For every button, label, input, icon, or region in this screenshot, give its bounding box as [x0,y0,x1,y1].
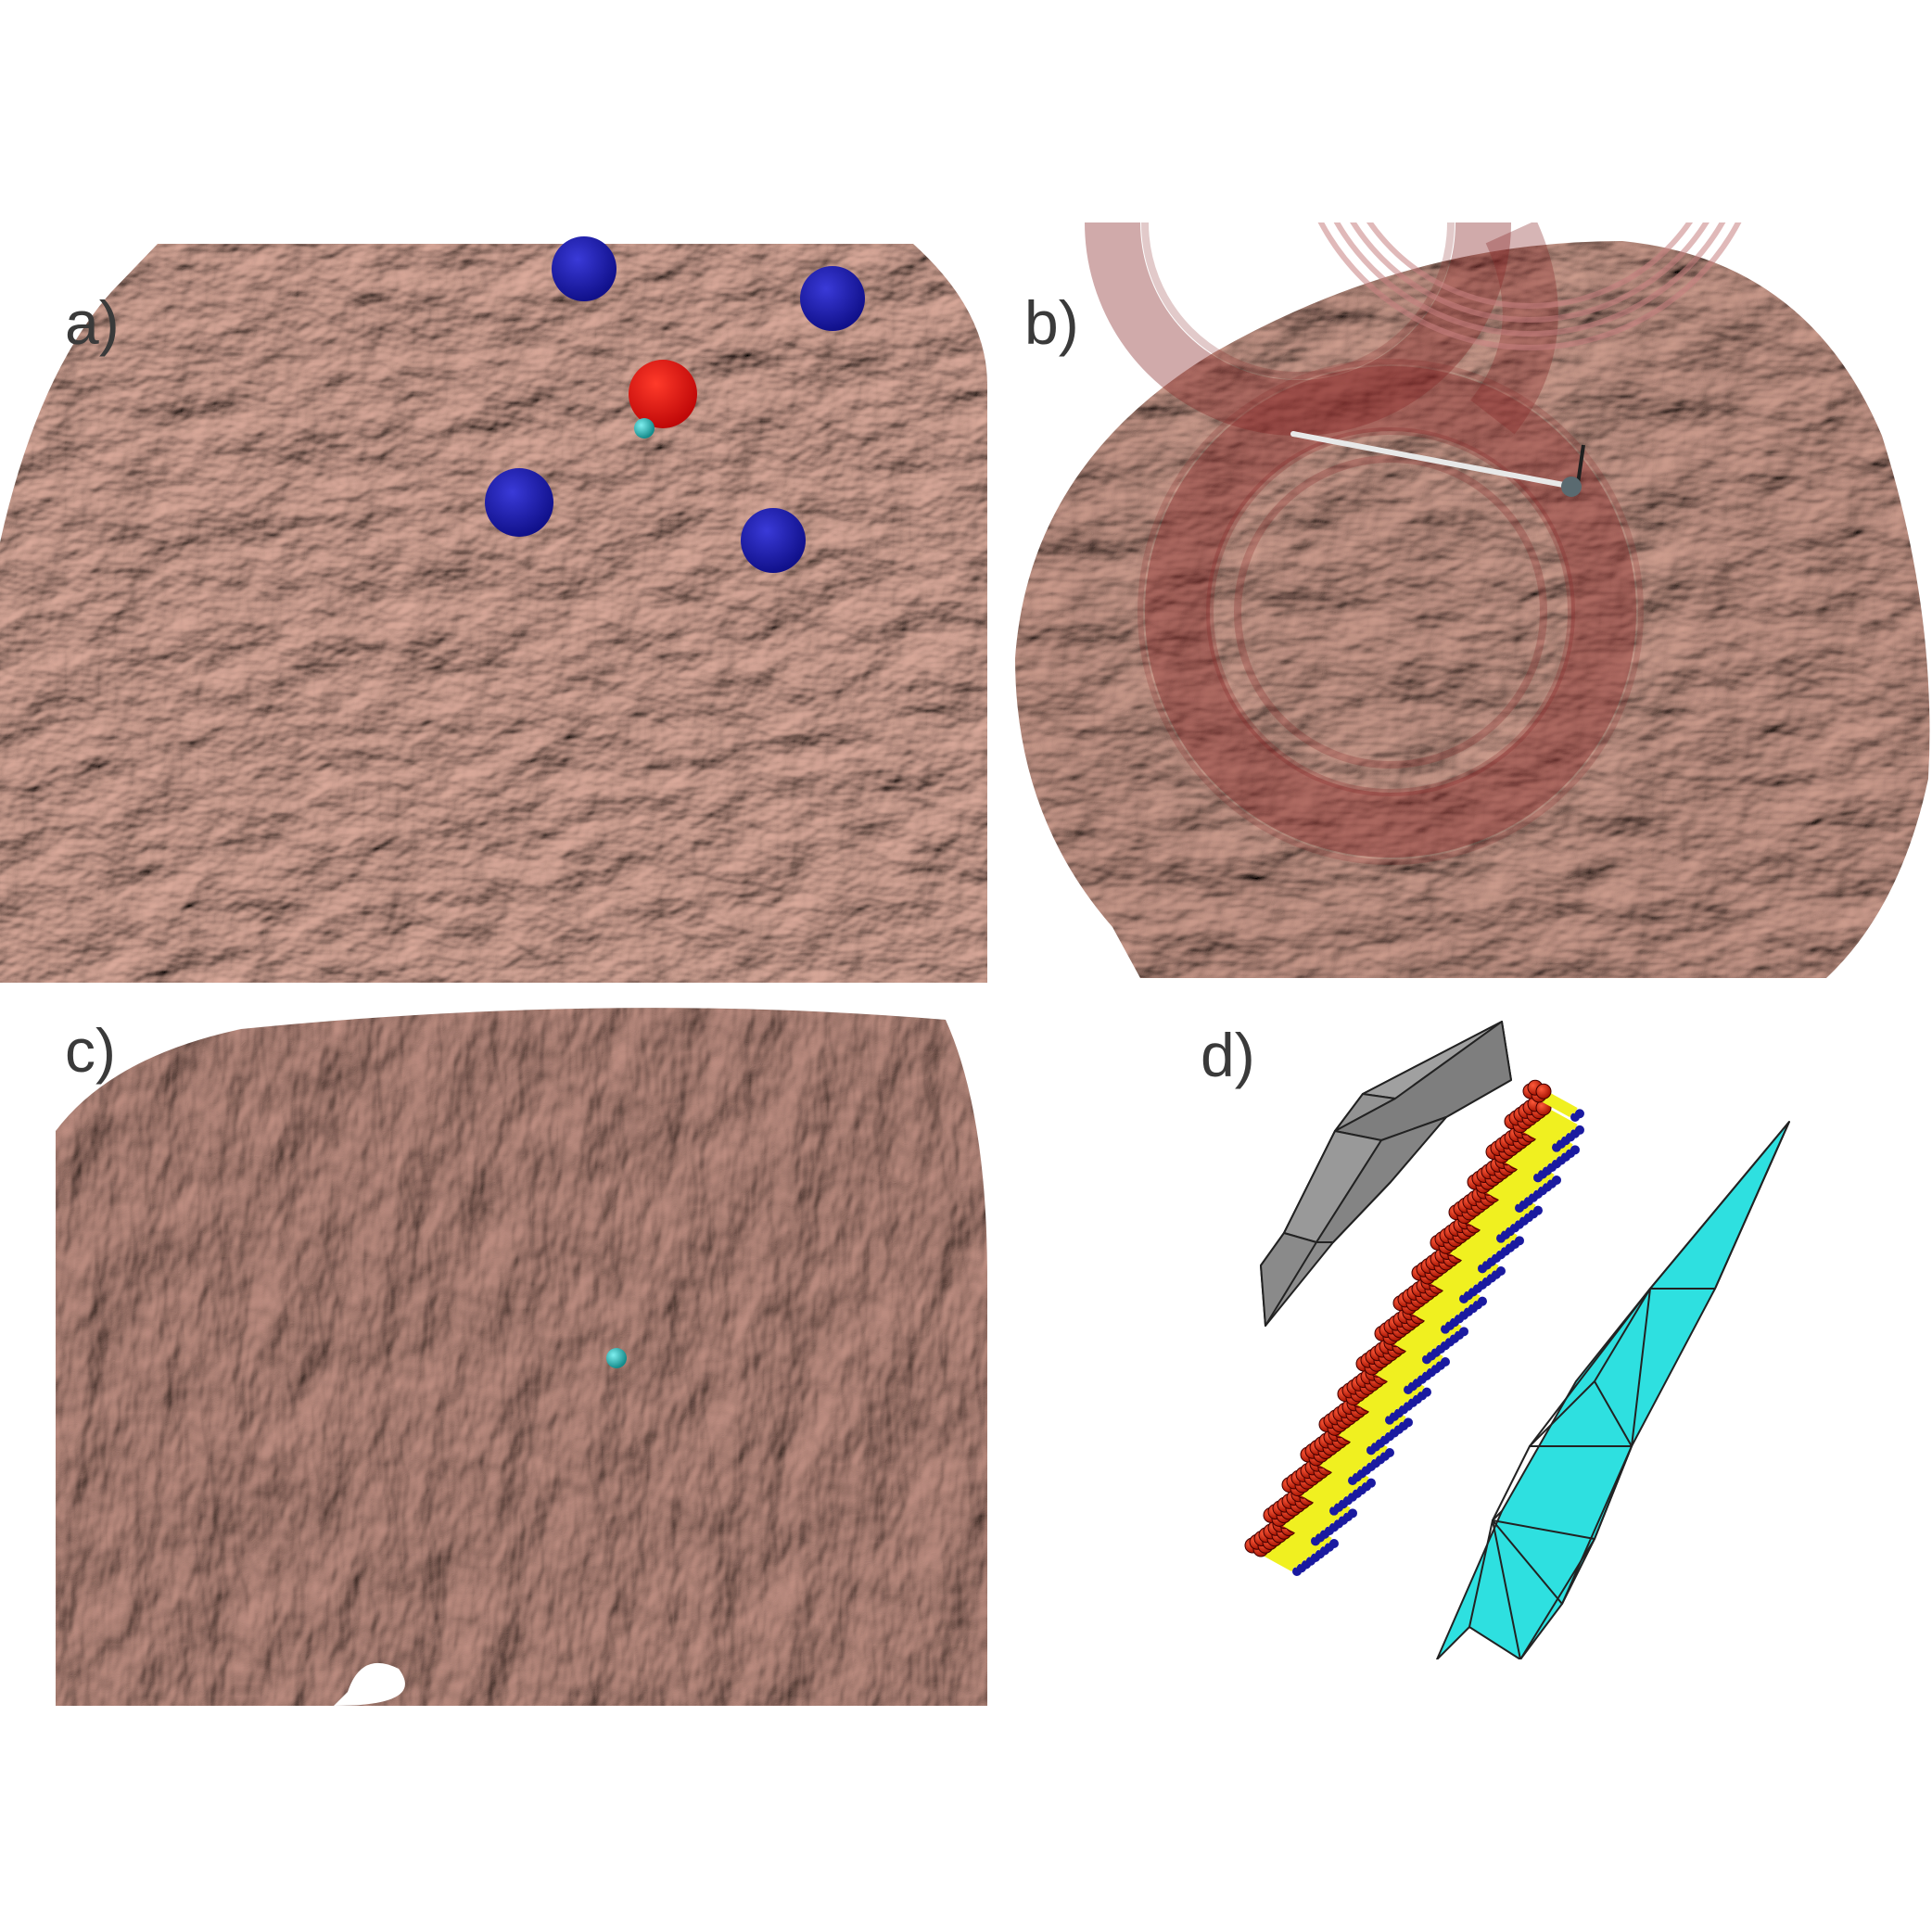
dipole-tail [1575,1125,1584,1135]
dipole-tail [1385,1448,1394,1457]
source-model [1244,1021,1790,1659]
panel-label-c: c) [65,1016,116,1085]
gray-mesh [1260,1021,1512,1327]
panel-a: a) [0,236,992,983]
panel-b: b) [1010,222,1932,978]
electrode-red [629,360,697,428]
dipole-tail [1422,1387,1431,1397]
electrode-blue-1 [552,236,616,301]
brain-surface-b [1015,222,1930,978]
dipole-tail [1329,1539,1339,1548]
panel-label-a: a) [65,288,120,357]
dipole-tail [1496,1266,1506,1276]
brain-surface-c [56,1008,987,1706]
panel-d: d) [1196,1010,1845,1659]
tms-coil [1085,222,1742,865]
dipole-tail [1404,1417,1413,1428]
dipole-tail [1366,1478,1376,1488]
dipole-tail [1575,1109,1584,1119]
dipole-marker-c [606,1348,627,1368]
panel-label-b: b) [1024,288,1079,357]
dipole-tail [1570,1145,1580,1155]
dipole-tail [1478,1296,1487,1306]
dipole-tail [1515,1236,1524,1246]
dipole-marker [634,418,655,439]
electrode-blue-4 [741,508,806,573]
dipole-tail [1459,1327,1468,1337]
panel-c: c) [56,1001,992,1706]
brain-surface-a [0,236,987,983]
cyan-mesh [1436,1121,1790,1659]
dipole-tail [1348,1508,1357,1519]
coil-center-marker [1561,477,1582,497]
dipole-tail [1552,1176,1561,1185]
dipole-sources [1244,1079,1584,1576]
electrode-blue-3 [485,468,553,537]
coil-axis-line [1290,431,1571,489]
dipole-source [1535,1083,1552,1099]
panel-label-d: d) [1201,1021,1255,1089]
dipole-tail [1441,1357,1450,1366]
dipole-tail [1533,1205,1543,1215]
electrode-blue-2 [800,266,865,331]
